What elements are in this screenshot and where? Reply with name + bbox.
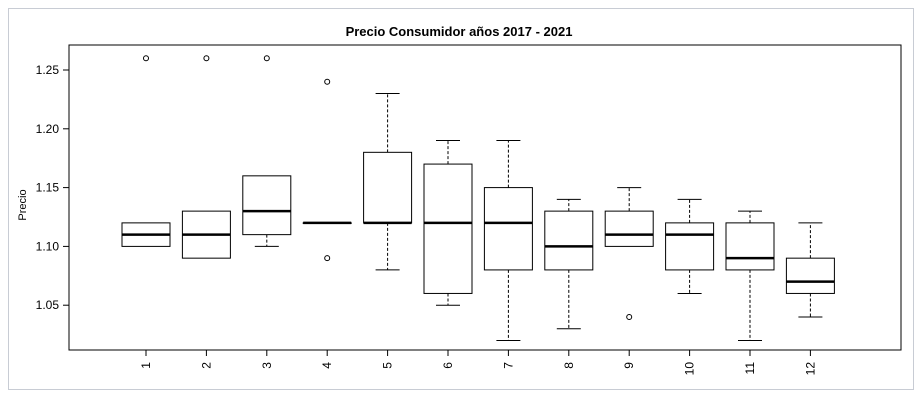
box-rect — [363, 151, 413, 224]
outlier-point — [203, 55, 210, 62]
box-9 — [604, 187, 654, 320]
x-tick-label: 8 — [562, 362, 576, 369]
y-tick-label: 1.20 — [36, 122, 60, 136]
box-6 — [423, 140, 473, 306]
x-tick-label: 5 — [381, 362, 395, 369]
box-2 — [181, 55, 231, 259]
box-rect — [725, 222, 775, 271]
x-axis: 1 2 3 4 5 6 7 8 9 10 11 12 — [139, 350, 817, 375]
box-rect — [544, 210, 594, 271]
box-rect — [604, 210, 654, 247]
box-10 — [665, 198, 715, 294]
box-12 — [785, 222, 835, 318]
x-tick-label: 10 — [683, 362, 697, 376]
box-rect — [483, 187, 533, 271]
y-tick-label: 1.05 — [36, 298, 60, 312]
outlier-point — [324, 78, 331, 85]
outlier-point — [263, 55, 270, 62]
box-8 — [544, 198, 594, 330]
y-axis: 1.05 1.10 1.15 1.20 1.25 — [36, 63, 69, 312]
x-tick-label: 4 — [320, 362, 334, 369]
box-rect — [665, 222, 715, 271]
y-axis-label: Precio — [17, 189, 29, 220]
y-tick-label: 1.10 — [36, 239, 60, 253]
box-3 — [242, 55, 292, 247]
x-tick-label: 11 — [743, 362, 757, 375]
plot-area-border — [68, 44, 902, 351]
x-tick-label: 1 — [139, 362, 153, 369]
x-tick-label: 2 — [199, 362, 213, 369]
box-1 — [121, 55, 171, 247]
box-rect — [242, 175, 292, 236]
x-tick-label: 3 — [260, 362, 274, 369]
x-tick-label: 6 — [441, 362, 455, 369]
outlier-point — [626, 313, 633, 320]
x-tick-label: 9 — [622, 362, 636, 369]
y-tick-label: 1.15 — [36, 181, 60, 195]
box-7 — [483, 140, 533, 341]
outlier-point — [143, 55, 149, 62]
chart-frame: Precio Consumidor años 2017 - 2021 Preci… — [8, 8, 914, 390]
y-tick-label: 1.25 — [36, 63, 60, 77]
x-tick-label: 12 — [803, 362, 817, 376]
x-tick-label: 7 — [501, 362, 515, 369]
boxes-layer — [121, 55, 835, 341]
boxplot-chart: Precio Consumidor años 2017 - 2021 Preci… — [17, 24, 902, 375]
box-rect — [423, 163, 473, 294]
outlier-point — [324, 255, 331, 262]
chart-title: Precio Consumidor años 2017 - 2021 — [346, 24, 573, 39]
box-11 — [725, 210, 775, 341]
box-4 — [302, 78, 352, 262]
box-5 — [363, 93, 413, 271]
box-rect — [785, 257, 835, 294]
